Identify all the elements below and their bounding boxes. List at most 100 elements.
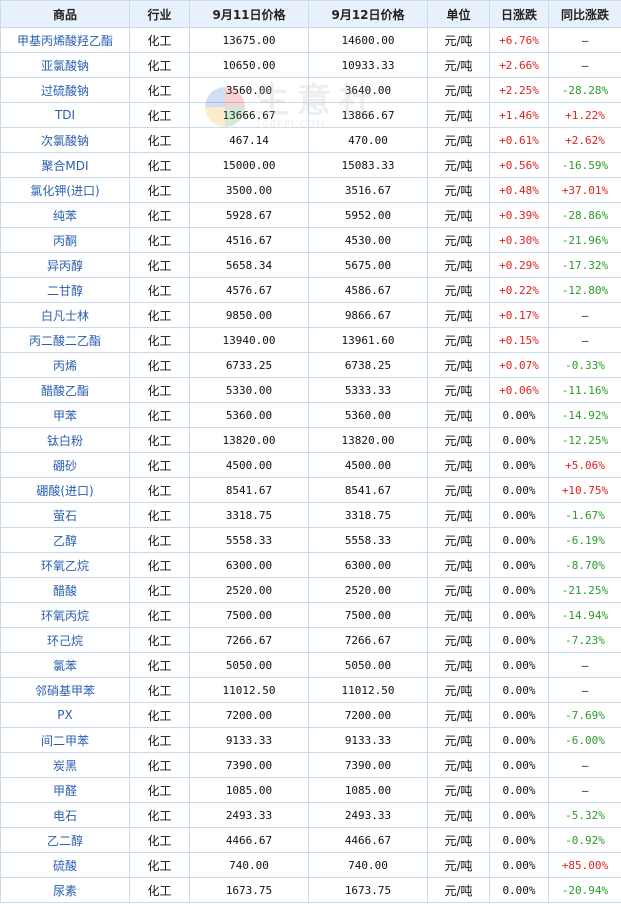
industry: 化工: [129, 577, 190, 603]
daily-change: +0.17%: [489, 302, 549, 328]
daily-change: +6.76%: [489, 27, 549, 53]
unit: 元/吨: [427, 852, 490, 878]
daily-change: +0.61%: [489, 127, 549, 153]
price-sep12: 7266.67: [308, 627, 428, 653]
unit: 元/吨: [427, 752, 490, 778]
product-name: 异丙醇: [0, 252, 130, 278]
product-name: 丙烯: [0, 352, 130, 378]
industry: 化工: [129, 877, 190, 903]
price-sep11: 13666.67: [189, 102, 309, 128]
yoy-change: -14.92%: [548, 402, 621, 428]
unit: 元/吨: [427, 552, 490, 578]
price-sep12: 2520.00: [308, 577, 428, 603]
price-sep11: 4500.00: [189, 452, 309, 478]
table-row: 聚合MDI 化工 15000.00 15083.33 元/吨 +0.56% -16.59%: [0, 152, 621, 178]
price-sep12: 740.00: [308, 852, 428, 878]
yoy-change: -7.69%: [548, 702, 621, 728]
col-header-industry: 行业: [129, 0, 190, 28]
yoy-change: +85.00%: [548, 852, 621, 878]
product-name: 甲基丙烯酸羟乙酯: [0, 27, 130, 53]
table-row: 丙二酸二乙酯 化工 13940.00 13961.60 元/吨 +0.15% —: [0, 327, 621, 353]
daily-change: +0.22%: [489, 277, 549, 303]
price-sep11: 13940.00: [189, 327, 309, 353]
price-sep11: 9850.00: [189, 302, 309, 328]
table-row: 丙烯 化工 6733.25 6738.25 元/吨 +0.07% -0.33%: [0, 352, 621, 378]
product-name: 钛白粉: [0, 427, 130, 453]
unit: 元/吨: [427, 652, 490, 678]
unit: 元/吨: [427, 627, 490, 653]
unit: 元/吨: [427, 177, 490, 203]
table-row: 硼砂 化工 4500.00 4500.00 元/吨 0.00% +5.06%: [0, 452, 621, 478]
daily-change: +0.15%: [489, 327, 549, 353]
price-sep11: 5658.34: [189, 252, 309, 278]
yoy-change: —: [548, 752, 621, 778]
price-sep11: 6300.00: [189, 552, 309, 578]
price-sep12: 5050.00: [308, 652, 428, 678]
industry: 化工: [129, 602, 190, 628]
industry: 化工: [129, 527, 190, 553]
table-row: 炭黑 化工 7390.00 7390.00 元/吨 0.00% —: [0, 752, 621, 778]
product-name: 氯苯: [0, 652, 130, 678]
daily-change: +0.30%: [489, 227, 549, 253]
price-sep11: 11012.50: [189, 677, 309, 703]
daily-change: 0.00%: [489, 827, 549, 853]
price-sep12: 13961.60: [308, 327, 428, 353]
price-sep11: 740.00: [189, 852, 309, 878]
price-sep11: 1673.75: [189, 877, 309, 903]
daily-change: 0.00%: [489, 802, 549, 828]
yoy-change: —: [548, 777, 621, 803]
table-row: 环氧乙烷 化工 6300.00 6300.00 元/吨 0.00% -8.70%: [0, 552, 621, 578]
unit: 元/吨: [427, 502, 490, 528]
col-header-price-sep12: 9月12日价格: [308, 0, 428, 28]
industry: 化工: [129, 627, 190, 653]
price-sep11: 4576.67: [189, 277, 309, 303]
unit: 元/吨: [427, 152, 490, 178]
unit: 元/吨: [427, 227, 490, 253]
industry: 化工: [129, 202, 190, 228]
unit: 元/吨: [427, 777, 490, 803]
yoy-change: -20.94%: [548, 877, 621, 903]
price-sep12: 5333.33: [308, 377, 428, 403]
product-name: 环氧乙烷: [0, 552, 130, 578]
table-row: 乙二醇 化工 4466.67 4466.67 元/吨 0.00% -0.92%: [0, 827, 621, 853]
price-sep12: 7390.00: [308, 752, 428, 778]
price-sep12: 5360.00: [308, 402, 428, 428]
unit: 元/吨: [427, 302, 490, 328]
table-row: 白凡士林 化工 9850.00 9866.67 元/吨 +0.17% —: [0, 302, 621, 328]
industry: 化工: [129, 427, 190, 453]
daily-change: 0.00%: [489, 452, 549, 478]
table-row: 纯苯 化工 5928.67 5952.00 元/吨 +0.39% -28.86%: [0, 202, 621, 228]
price-sep11: 8541.67: [189, 477, 309, 503]
price-sep12: 13820.00: [308, 427, 428, 453]
price-sep12: 10933.33: [308, 52, 428, 78]
table-row: 萤石 化工 3318.75 3318.75 元/吨 0.00% -1.67%: [0, 502, 621, 528]
unit: 元/吨: [427, 352, 490, 378]
price-sep11: 7200.00: [189, 702, 309, 728]
price-sep12: 9866.67: [308, 302, 428, 328]
table-row: 亚氯酸钠 化工 10650.00 10933.33 元/吨 +2.66% —: [0, 52, 621, 78]
unit: 元/吨: [427, 577, 490, 603]
table-row: 甲苯 化工 5360.00 5360.00 元/吨 0.00% -14.92%: [0, 402, 621, 428]
daily-change: +0.06%: [489, 377, 549, 403]
price-sep11: 13820.00: [189, 427, 309, 453]
yoy-change: -1.67%: [548, 502, 621, 528]
price-sep11: 3560.00: [189, 77, 309, 103]
price-sep11: 7266.67: [189, 627, 309, 653]
industry: 化工: [129, 327, 190, 353]
product-name: 邻硝基甲苯: [0, 677, 130, 703]
price-sep12: 4500.00: [308, 452, 428, 478]
yoy-change: -17.32%: [548, 252, 621, 278]
unit: 元/吨: [427, 102, 490, 128]
daily-change: 0.00%: [489, 602, 549, 628]
price-sep11: 10650.00: [189, 52, 309, 78]
product-name: TDI: [0, 102, 130, 128]
industry: 化工: [129, 752, 190, 778]
industry: 化工: [129, 852, 190, 878]
price-sep12: 7500.00: [308, 602, 428, 628]
unit: 元/吨: [427, 27, 490, 53]
yoy-change: —: [548, 327, 621, 353]
price-sep11: 15000.00: [189, 152, 309, 178]
price-sep12: 8541.67: [308, 477, 428, 503]
yoy-change: +5.06%: [548, 452, 621, 478]
price-sep11: 1085.00: [189, 777, 309, 803]
